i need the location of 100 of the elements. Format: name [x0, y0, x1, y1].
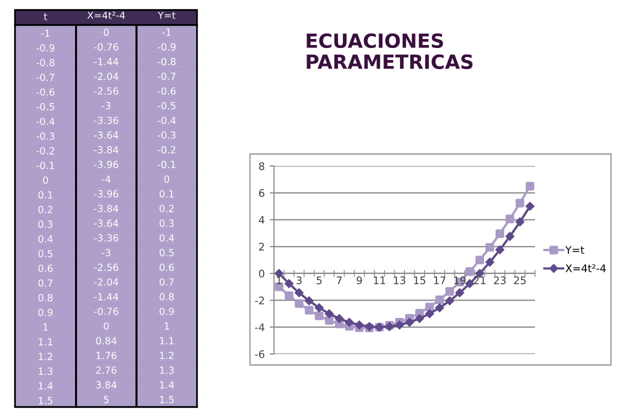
data-label: 0 [164, 175, 170, 183]
y-tick-label: -0.2 [36, 147, 54, 154]
y-tick-label: -4 [255, 324, 264, 332]
legend-label: Y=t [565, 246, 584, 254]
point [475, 256, 484, 264]
y-tick-label: 0.1 [38, 191, 52, 199]
point [304, 306, 314, 315]
point [344, 318, 354, 327]
data-label: 0.5 [160, 248, 174, 256]
point [455, 288, 464, 298]
point [314, 303, 324, 312]
point [506, 214, 514, 224]
data-label: -0.4 [158, 116, 176, 124]
data-label: -3.36 [94, 116, 118, 124]
point [485, 258, 494, 267]
y-tick-label: -1 [41, 30, 50, 37]
point [445, 287, 454, 296]
y-tick-label: -2 [255, 296, 264, 304]
point [495, 245, 504, 254]
data-label: 1.2 [160, 352, 174, 359]
data-label: -0.5 [158, 102, 176, 110]
data-label: -3.96 [94, 190, 118, 198]
data-label: -3.64 [94, 220, 118, 227]
data-label: -0.1 [158, 160, 176, 168]
chart-title: ECUACIONES PARAMETRICAS [306, 33, 473, 70]
y-tick-label: 1.1 [38, 338, 52, 346]
point [526, 182, 534, 190]
y-tick-label: 1.5 [38, 396, 52, 404]
data-label: -3 [102, 102, 110, 110]
data-label: -0.7 [158, 72, 176, 80]
y-tick-label: 1.4 [38, 382, 53, 390]
data-label: -0.2 [158, 146, 176, 154]
point [496, 229, 504, 238]
point [294, 288, 304, 298]
point [516, 217, 524, 226]
y-tick-label: -0.8 [36, 58, 54, 66]
point [294, 299, 304, 308]
point [405, 318, 414, 327]
data-label: 0.9 [160, 308, 174, 316]
y-tick-label: 4 [258, 216, 264, 224]
point [516, 198, 524, 208]
y-tick-label: 0.7 [38, 279, 52, 287]
point [324, 309, 334, 318]
data-label: 0.4 [160, 234, 174, 242]
data-label: 0.6 [160, 264, 174, 271]
y-tick-label: 0.2 [38, 206, 52, 214]
data-label: -3.64 [94, 131, 118, 139]
data-label: -4 [102, 176, 111, 183]
point [415, 314, 424, 323]
y-tick-label: 0.4 [38, 235, 53, 243]
y-tick-label: 2 [259, 242, 264, 251]
y-tick-label: -0.9 [36, 44, 54, 52]
y-tick-label: -0.3 [36, 132, 54, 140]
y-tick-label: -6 [255, 350, 264, 358]
data-label: -3 [102, 248, 110, 256]
data-label: 0.1 [160, 190, 174, 198]
data-label: -0.3 [158, 131, 176, 139]
y-tick-label: 8 [259, 162, 264, 170]
point [465, 279, 474, 288]
data-label: 1.5 [160, 396, 174, 404]
legend-label: X=4t²-4 [566, 264, 606, 272]
x-tick-label: 25 [514, 276, 526, 284]
y-tick-label: 1.2 [38, 352, 52, 360]
data-label: -2.56 [94, 87, 118, 95]
point [324, 316, 334, 325]
x-tick-label: 3 [296, 276, 302, 284]
data-label: -3.96 [94, 160, 118, 168]
data-label: -3.36 [94, 234, 118, 242]
data-label: 0.2 [160, 204, 174, 212]
y-tick-label: -0.5 [36, 103, 54, 110]
point [304, 296, 314, 306]
x-tick-label: 9 [356, 276, 362, 284]
y-tick-label: 0 [259, 270, 264, 278]
data-label: 1.1 [160, 337, 174, 344]
data-label: -2.56 [94, 264, 118, 271]
y-tick-label: 0.8 [38, 294, 53, 302]
y-tick-label: 6 [259, 189, 264, 197]
data-label: 1.76 [96, 352, 116, 360]
data-label: 5 [104, 396, 108, 404]
y-tick-label: 0 [43, 176, 48, 184]
data-label: 0.7 [160, 278, 174, 286]
data-label: -1.44 [94, 58, 118, 66]
data-label: -0.8 [158, 58, 176, 66]
y-tick-label: 0.5 [38, 250, 52, 258]
y-tick-label: 0.6 [38, 264, 53, 272]
x-tick-label: 1 [276, 276, 282, 284]
point [354, 320, 364, 330]
y-tick-label: -0.6 [36, 88, 54, 96]
point [435, 303, 444, 312]
x-tick-label: 11 [374, 276, 386, 284]
point [284, 279, 294, 288]
data-label: 3.84 [96, 381, 117, 389]
point [274, 269, 284, 278]
x-tick-label: 15 [414, 276, 426, 284]
x-tick-label: 17 [434, 276, 446, 284]
point [505, 232, 514, 241]
data-label: -2.04 [94, 278, 118, 286]
point [486, 243, 494, 252]
point [284, 291, 294, 300]
data-label: -0.76 [94, 308, 118, 316]
